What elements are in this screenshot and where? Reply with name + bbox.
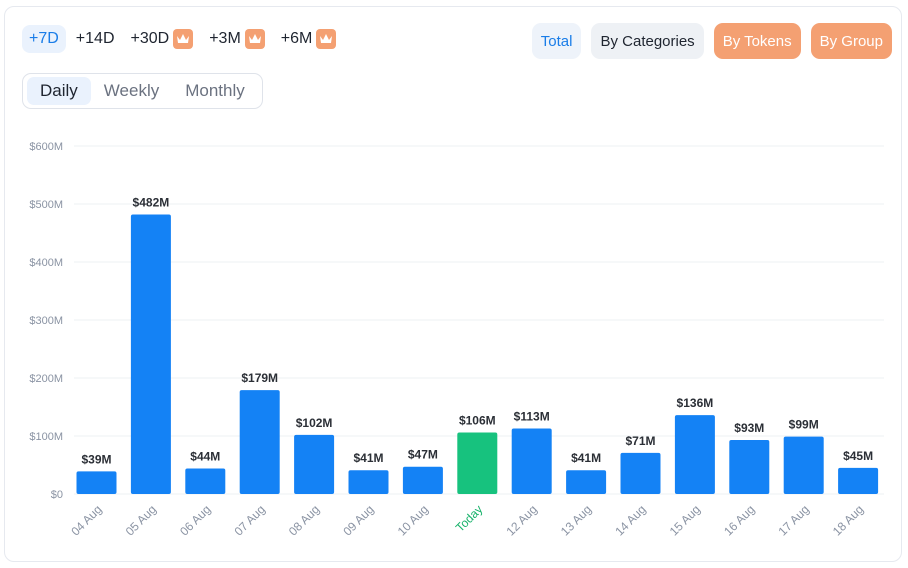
bar — [130, 214, 171, 494]
x-tick-label: 18 Aug — [830, 502, 866, 538]
time-range-selector: +7D +14D +30D +3M +6M — [22, 24, 342, 54]
range-30d[interactable]: +30D — [125, 24, 200, 54]
bar — [566, 470, 607, 494]
y-tick-label: $0 — [51, 489, 63, 501]
bar — [457, 432, 498, 494]
range-label: +3M — [209, 30, 241, 47]
y-tick-label: $300M — [29, 315, 63, 327]
period-monthly[interactable]: Monthly — [185, 81, 245, 100]
bar — [185, 468, 226, 494]
range-label: +14D — [75, 30, 115, 47]
x-tick-label: Today — [453, 502, 486, 535]
view-mode-selector: Total By Categories By Tokens By Group — [531, 23, 892, 59]
range-label: +6M — [280, 30, 313, 47]
bar-value-label: $99M — [789, 418, 819, 432]
bar — [511, 428, 552, 494]
range-7d[interactable]: +7D — [22, 25, 66, 53]
x-tick-label: 07 Aug — [231, 502, 267, 538]
x-tick-label: 13 Aug — [558, 502, 594, 538]
x-tick-label: 17 Aug — [775, 502, 811, 538]
x-tick-label: 10 Aug — [395, 502, 431, 538]
period-selector: Daily Weekly Monthly — [22, 73, 263, 109]
bar-value-label: $41M — [571, 451, 601, 465]
bar — [620, 452, 661, 494]
bar-value-label: $106M — [459, 414, 496, 428]
y-tick-label: $600M — [29, 141, 63, 153]
x-tick-label: 05 Aug — [123, 502, 159, 538]
x-tick-label: 06 Aug — [177, 502, 213, 538]
total-button[interactable]: Total — [531, 23, 582, 59]
bar-value-label: $482M — [133, 195, 170, 209]
crown-icon — [244, 29, 265, 49]
x-tick-label: 04 Aug — [68, 502, 104, 538]
by-tokens-button[interactable]: By Tokens — [713, 23, 801, 59]
bar — [838, 467, 879, 494]
bar — [783, 436, 824, 494]
y-tick-label: $400M — [29, 257, 63, 269]
range-label: +30D — [130, 30, 170, 47]
range-3m[interactable]: +3M — [203, 24, 271, 54]
bar — [348, 470, 389, 494]
y-tick-label: $100M — [29, 431, 63, 443]
range-14d[interactable]: +14D — [70, 25, 121, 53]
x-tick-label: 12 Aug — [503, 502, 539, 538]
bar-value-label: $93M — [734, 421, 764, 435]
bar-value-label: $102M — [296, 416, 333, 430]
crown-icon — [173, 29, 194, 49]
x-tick-label: 16 Aug — [721, 502, 757, 538]
bar-value-label: $47M — [408, 448, 438, 462]
x-tick-label: 14 Aug — [612, 502, 648, 538]
bar-value-label: $136M — [677, 396, 714, 410]
bar-value-label: $45M — [843, 449, 873, 463]
bar-value-label: $71M — [625, 434, 655, 448]
range-6m[interactable]: +6M — [275, 24, 343, 54]
bar — [402, 466, 443, 494]
y-tick-label: $200M — [29, 373, 63, 385]
bar-value-label: $179M — [241, 371, 278, 385]
bar-value-label: $113M — [514, 409, 550, 423]
bar — [239, 390, 280, 494]
by-group-button[interactable]: By Group — [810, 23, 892, 59]
bar — [294, 434, 335, 494]
x-tick-label: 15 Aug — [667, 502, 703, 538]
range-label: +7D — [29, 30, 59, 47]
period-weekly[interactable]: Weekly — [103, 81, 160, 100]
bar-value-label: $41M — [353, 451, 383, 465]
y-tick-label: $500M — [29, 199, 63, 211]
bar — [76, 471, 117, 494]
by-categories-button[interactable]: By Categories — [591, 23, 704, 59]
x-tick-label: 08 Aug — [286, 502, 322, 538]
period-daily[interactable]: Daily — [27, 77, 91, 105]
bar — [729, 440, 770, 494]
crown-icon — [316, 29, 337, 49]
x-tick-label: 09 Aug — [340, 502, 376, 538]
bar-value-label: $44M — [190, 449, 220, 463]
bar — [674, 415, 715, 494]
bar-value-label: $39M — [81, 452, 111, 466]
